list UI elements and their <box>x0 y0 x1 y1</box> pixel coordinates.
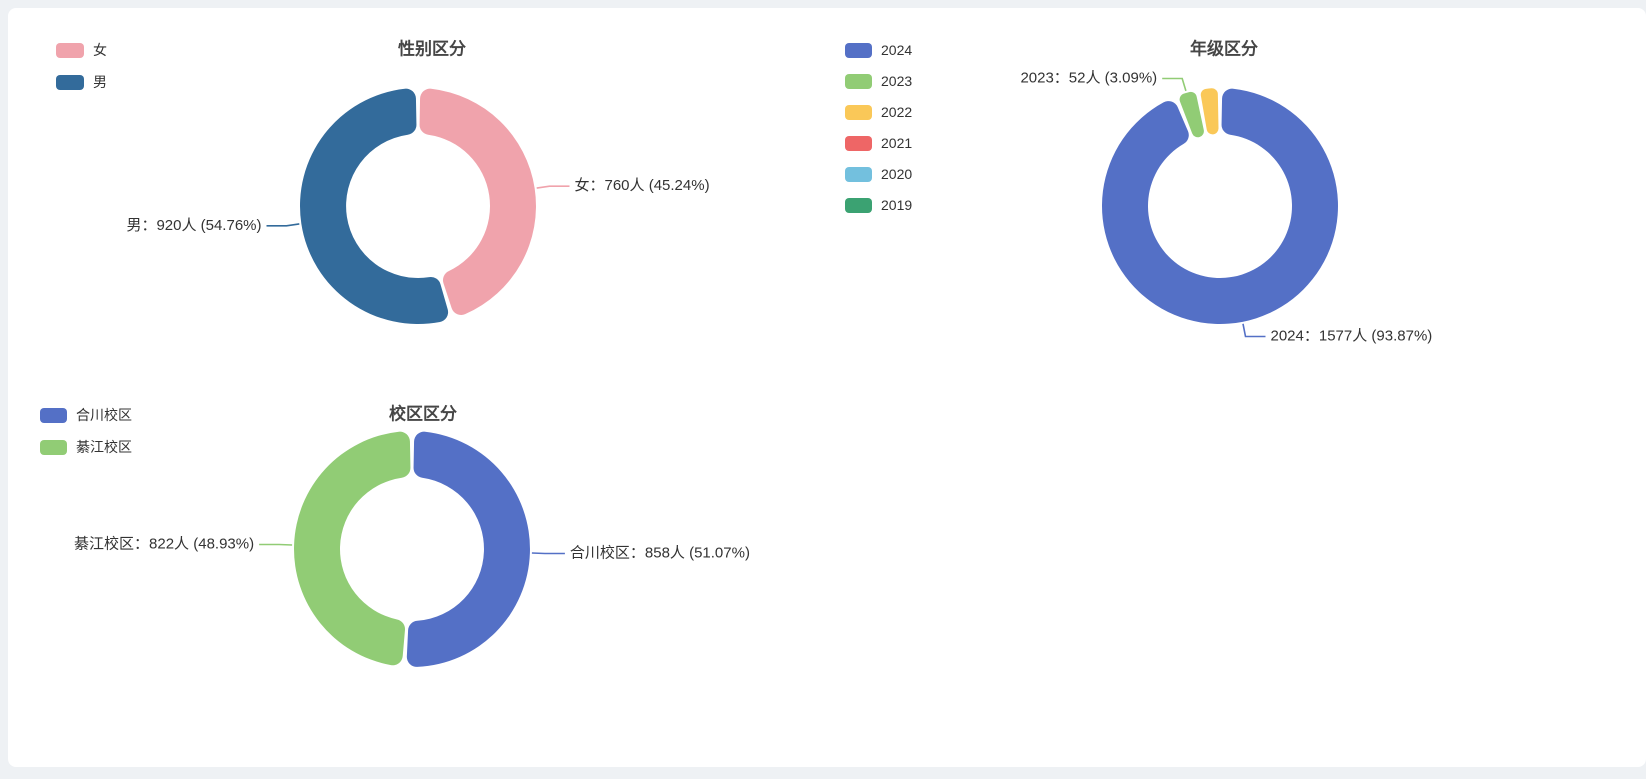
pie-label: 合川校区：858人 (51.07%) <box>570 544 750 561</box>
legend-item-2020[interactable]: 2020 <box>845 167 912 182</box>
legend-label: 2020 <box>881 166 913 182</box>
pie-slice-合川校区[interactable] <box>406 431 530 667</box>
pie-label: 2023：52人 (3.09%) <box>1020 69 1157 86</box>
legend-swatch <box>845 43 872 58</box>
legend-swatch <box>845 105 872 120</box>
legend-swatch <box>40 408 67 423</box>
chart-title-campus: 校区区分 <box>389 404 457 424</box>
legend-label: 2023 <box>881 73 913 89</box>
pie-slice-2022[interactable] <box>1200 88 1219 135</box>
label-line <box>266 223 300 227</box>
pie-slice-2024[interactable] <box>1101 88 1338 325</box>
pie-label: 男：920人 (54.76%) <box>126 217 261 234</box>
legend-label: 男 <box>93 74 107 90</box>
legend-campus: 合川校区 綦江校区 <box>40 408 132 455</box>
legend-swatch <box>845 136 872 151</box>
legend-swatch <box>845 74 872 89</box>
legend-item-2019[interactable]: 2019 <box>845 198 912 213</box>
label-line <box>536 185 570 189</box>
legend-label: 2019 <box>881 197 913 213</box>
legend-label: 合川校区 <box>76 407 132 423</box>
legend-label: 女 <box>93 42 107 58</box>
legend-swatch <box>56 43 84 58</box>
legend-item-綦江校区[interactable]: 綦江校区 <box>40 440 132 455</box>
label-line <box>1242 323 1266 338</box>
chart-title-gender: 性别区分 <box>398 39 466 59</box>
legend-item-女[interactable]: 女 <box>56 43 107 58</box>
legend-item-合川校区[interactable]: 合川校区 <box>40 408 132 423</box>
legend-label: 2021 <box>881 135 913 151</box>
label-line <box>1162 77 1187 92</box>
chart-title-grade: 年级区分 <box>1190 39 1258 59</box>
legend-item-2021[interactable]: 2021 <box>845 136 912 151</box>
legend-swatch <box>845 167 872 182</box>
legend-item-2023[interactable]: 2023 <box>845 74 912 89</box>
pie-slice-綦江校区[interactable] <box>294 431 411 666</box>
pie-label: 2024：1577人 (93.87%) <box>1271 327 1433 344</box>
legend-item-2024[interactable]: 2024 <box>845 43 912 58</box>
legend-item-男[interactable]: 男 <box>56 75 107 90</box>
legend-swatch <box>845 198 872 213</box>
pie-slice-女[interactable] <box>419 88 536 316</box>
pie-label: 女：760人 (45.24%) <box>575 176 710 194</box>
label-line <box>531 552 565 555</box>
pie-label: 綦江校区：822人 (48.93%) <box>74 535 254 552</box>
legend-label: 2022 <box>881 104 913 120</box>
legend-gender: 女男 <box>56 43 107 90</box>
legend-swatch <box>56 75 84 90</box>
legend-label: 2024 <box>881 42 913 58</box>
pie-slice-男[interactable] <box>299 88 449 325</box>
legend-swatch <box>40 440 67 455</box>
legend-item-2022[interactable]: 2022 <box>845 105 912 120</box>
pie-slice-2023[interactable] <box>1179 91 1204 138</box>
legend-grade: 2024 2023 2022 2021 2020 2019 <box>845 43 912 213</box>
charts-card <box>8 8 1646 767</box>
legend-label: 綦江校区 <box>76 439 132 455</box>
label-line <box>259 543 293 546</box>
